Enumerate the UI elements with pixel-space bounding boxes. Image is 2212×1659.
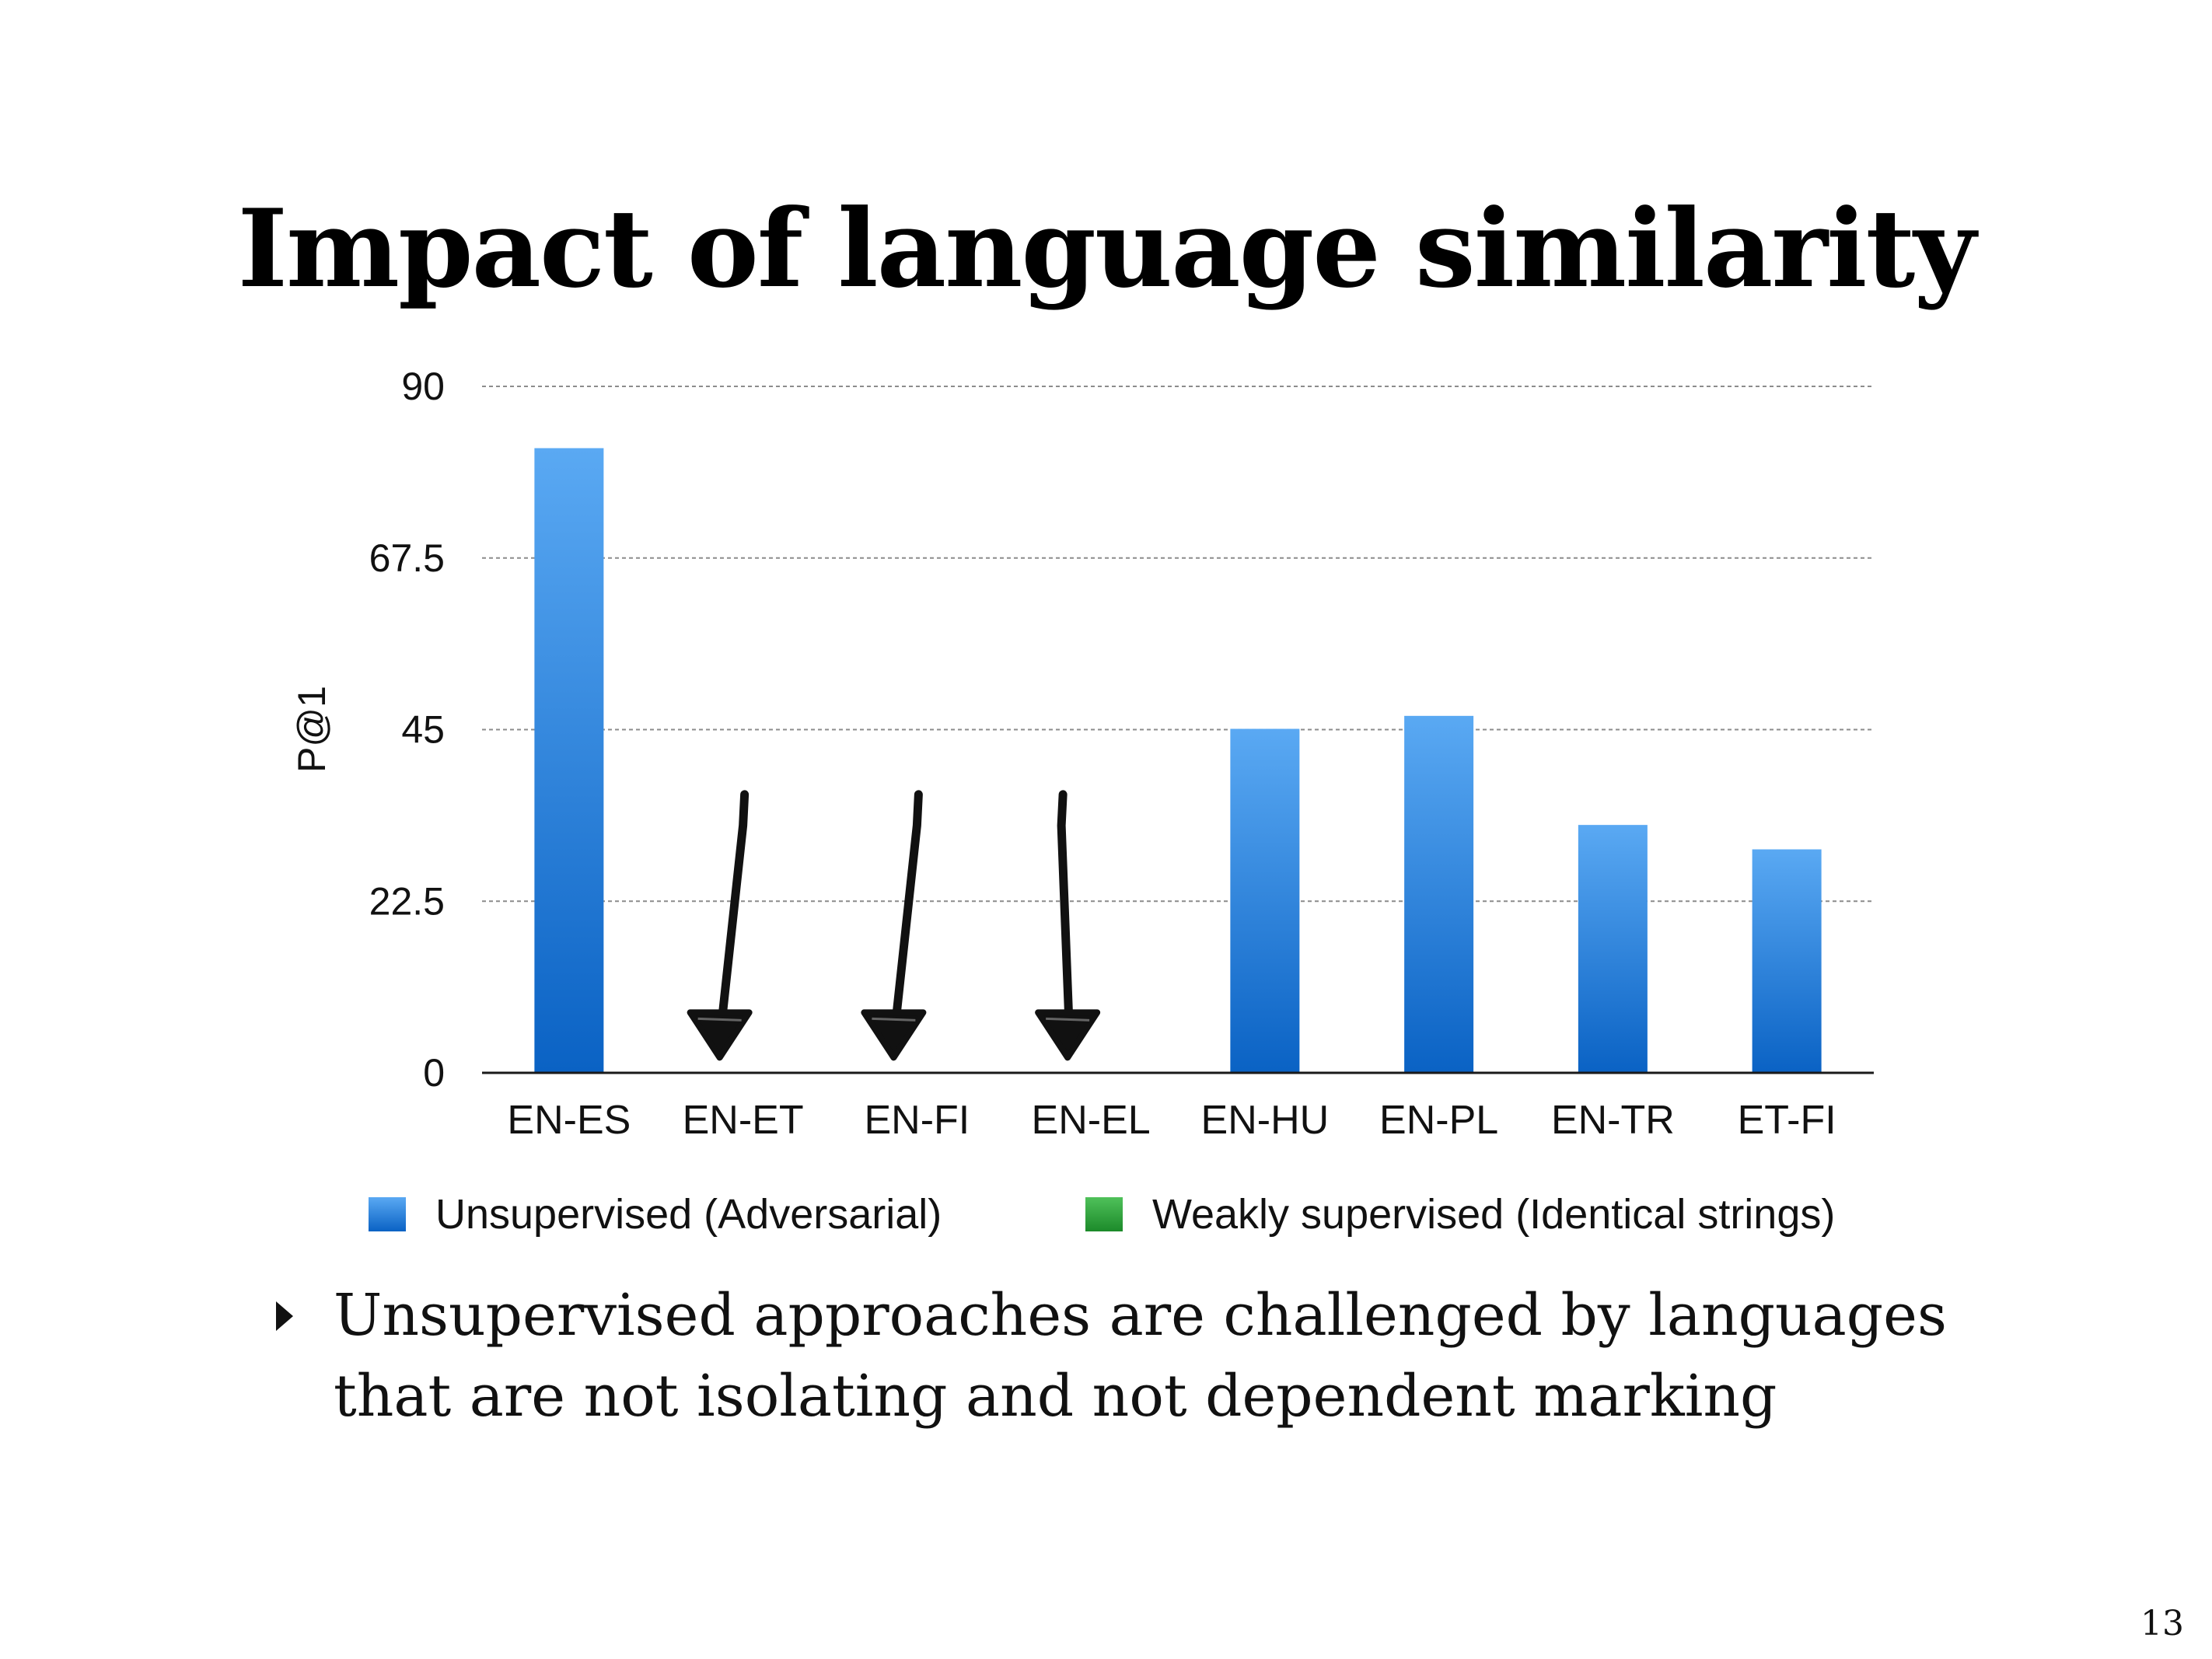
bullet-point: Unsupervised approaches are challenged b… — [276, 1275, 2080, 1437]
y-tick-label: 90 — [401, 365, 445, 408]
y-tick-label: 0 — [423, 1051, 445, 1095]
x-tick-label: EN-EL — [1032, 1098, 1151, 1143]
bar-en-es — [534, 448, 604, 1073]
down-arrow-icon — [1035, 790, 1101, 1061]
x-tick-label: EN-PL — [1379, 1098, 1498, 1143]
y-axis-title: P@1 — [290, 686, 334, 773]
bar-en-tr — [1578, 825, 1648, 1073]
bars — [534, 448, 1822, 1073]
slide-title: Impact of language similarity — [237, 185, 1976, 312]
bullet-triangle-icon — [276, 1301, 293, 1331]
bar-en-pl — [1404, 715, 1474, 1073]
down-arrow-icon — [861, 790, 927, 1061]
x-tick-label: EN-ES — [507, 1098, 631, 1143]
legend-label: Unsupervised (Adversarial) — [435, 1191, 942, 1238]
y-tick-label: 67.5 — [369, 536, 445, 580]
down-arrow-icon — [687, 790, 753, 1061]
y-tick-label: 45 — [401, 708, 445, 752]
x-tick-label: EN-HU — [1201, 1098, 1330, 1143]
x-tick-label: ET-FI — [1738, 1098, 1836, 1143]
x-tick-label: EN-FI — [864, 1098, 970, 1143]
bullet-text: Unsupervised approaches are challenged b… — [334, 1282, 1947, 1430]
bar-et-fi — [1752, 849, 1822, 1073]
legend-swatch — [369, 1197, 406, 1231]
x-tick-label: EN-ET — [683, 1098, 804, 1143]
x-tick-label: EN-TR — [1551, 1098, 1675, 1143]
arrow-annotations — [687, 790, 1101, 1061]
y-tick-label: 22.5 — [369, 879, 445, 923]
legend-label: Weakly supervised (Identical strings) — [1152, 1191, 1835, 1238]
gridlines — [482, 386, 1874, 903]
page-number: 13 — [2140, 1604, 2184, 1643]
legend-swatch — [1085, 1197, 1123, 1231]
axis-labels: 0 22.5 45 67.5 90 P@1 EN-ES EN-ET EN-FI EN-EL EN-H… — [290, 365, 1836, 1143]
legend: Unsupervised (Adversarial) Weakly supervi… — [369, 1191, 1835, 1238]
bar-en-hu — [1230, 728, 1300, 1073]
